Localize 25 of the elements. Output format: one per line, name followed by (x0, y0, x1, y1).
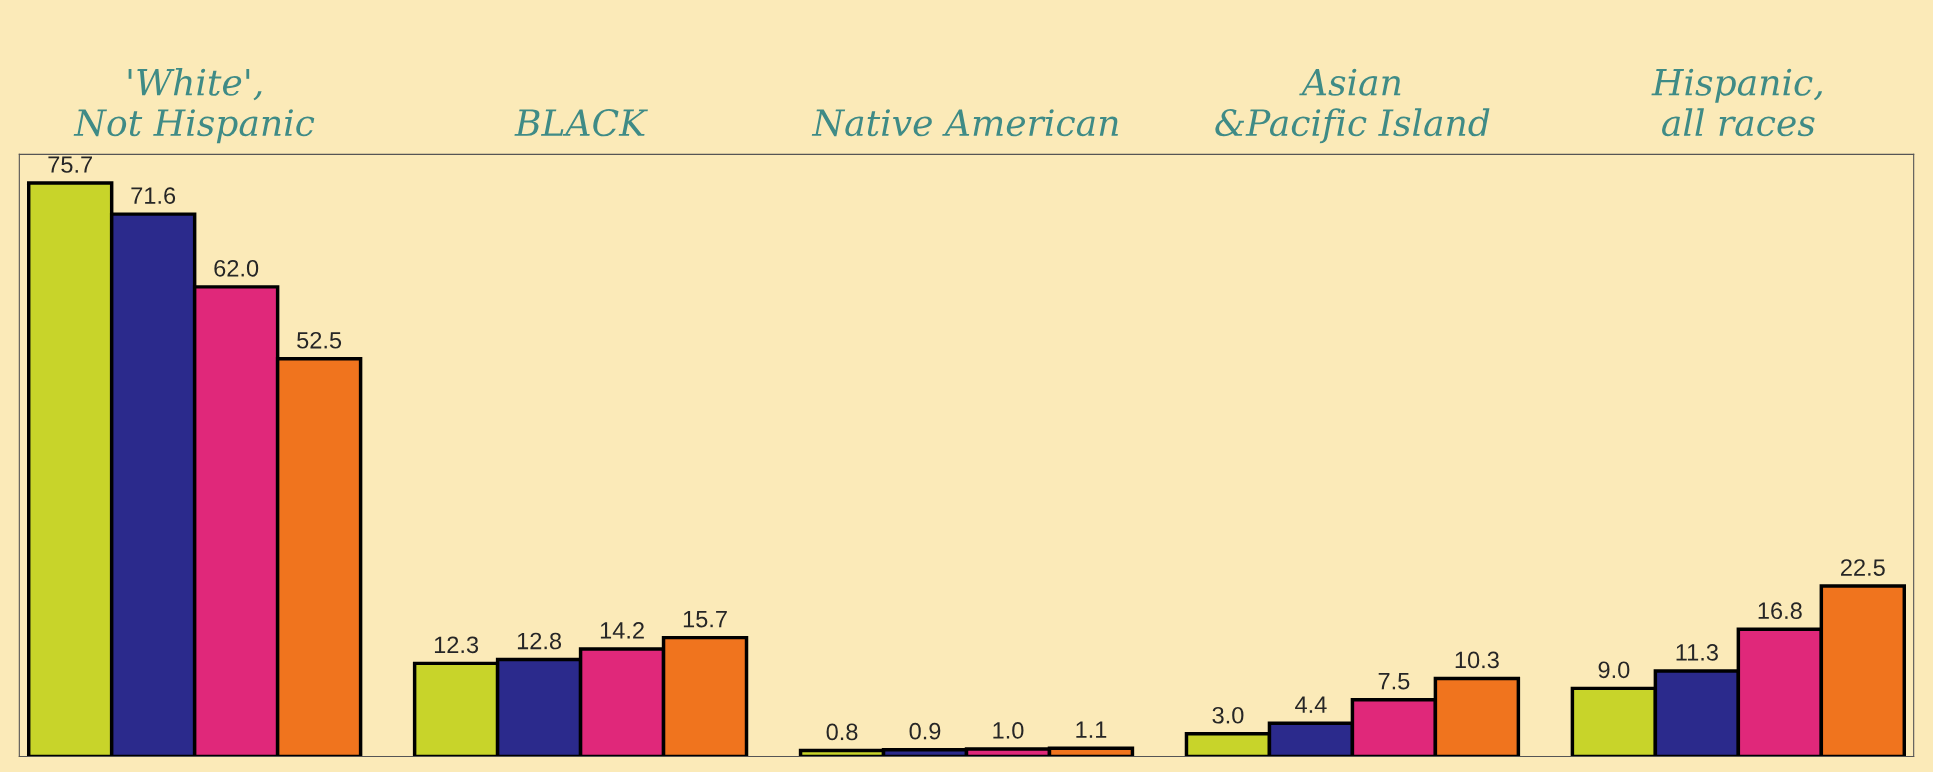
x-tick-label: Native American (811, 109, 1118, 137)
data-label: 16.8 (1758, 602, 1802, 620)
data-label: 71.6 (131, 187, 176, 204)
data-label: 22.5 (1841, 559, 1885, 576)
data-label: 10.3 (1455, 651, 1499, 669)
data-label: 4.4 (1295, 696, 1327, 713)
data-label: 14.2 (600, 622, 644, 639)
data-label: 1.0 (993, 722, 1024, 739)
data-label: 7.5 (1378, 673, 1410, 690)
data-label: 0.9 (909, 722, 941, 740)
x-tick-label: Hispanic, all races (1651, 68, 1823, 137)
data-label: 3.0 (1212, 706, 1244, 724)
data-label: 15.7 (683, 610, 727, 628)
data-label: 9.0 (1598, 661, 1630, 679)
x-tick-label: Asian &Pacific Island (1215, 68, 1490, 144)
data-label: 0.8 (826, 723, 858, 741)
x-tick-label: 'White', Not Hispanic (73, 67, 315, 144)
data-label: 11.3 (1676, 644, 1718, 661)
data-label: 12.8 (517, 632, 562, 650)
data-label: 1.1 (1076, 721, 1107, 738)
data-label: 62.0 (214, 259, 259, 277)
data-label: 52.5 (297, 331, 342, 349)
data-label: 12.3 (434, 636, 479, 654)
data-label: 75.7 (48, 156, 92, 173)
x-tick-label: BLACK (514, 108, 648, 137)
